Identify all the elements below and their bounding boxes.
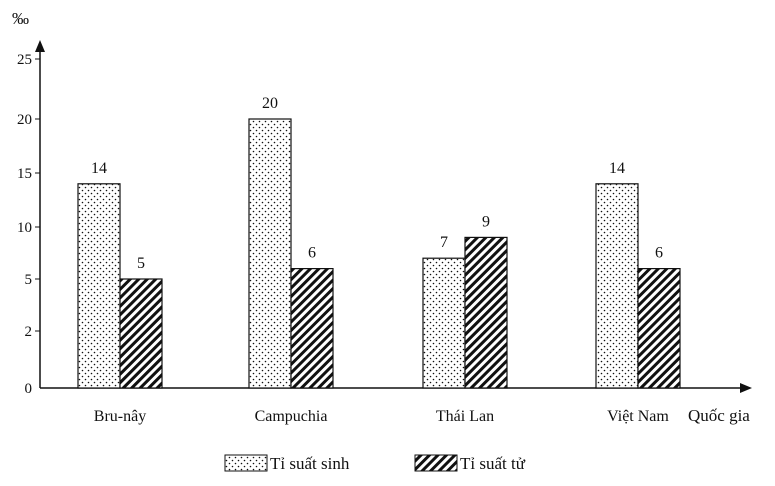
legend-swatch-birth-rate [224, 454, 268, 472]
bar-value-label: 7 [440, 234, 448, 251]
legend-label-birth-rate: Tỉ suất sinh [270, 454, 350, 473]
bar-death-rate [290, 268, 334, 389]
bar-value-label: 6 [655, 245, 663, 262]
bar-death-rate [464, 236, 508, 389]
bar-birth-rate [422, 257, 466, 389]
y-axis-title: ‰ [12, 9, 29, 28]
y-tick-label: 15 [17, 166, 32, 182]
category-label: Việt Nam [607, 408, 669, 425]
bars: 14 5 20 6 7 9 14 6 [77, 95, 681, 389]
x-axis-title: Quốc gia [688, 406, 750, 425]
category-labels: Bru-nây Campuchia Thái Lan Việt Nam [94, 408, 670, 425]
bar-birth-rate [595, 183, 639, 389]
bar-death-rate [119, 278, 163, 389]
y-tick-label: 25 [17, 52, 32, 68]
category-label: Bru-nây [94, 408, 146, 425]
y-tick-label: 0 [25, 381, 33, 397]
legend-swatch-death-rate [414, 454, 458, 472]
bar-value-label: 20 [262, 95, 278, 112]
y-tick-label: 10 [17, 220, 32, 236]
x-axis-arrow [740, 383, 752, 393]
category-label: Thái Lan [436, 408, 494, 425]
bar-birth-rate [248, 118, 292, 389]
y-axis-arrow [35, 40, 45, 52]
legend: Tỉ suất sinh Tỉ suất tử [224, 454, 526, 473]
bar-death-rate [637, 268, 681, 389]
bar-value-label: 6 [308, 245, 316, 262]
bar-birth-rate [77, 183, 121, 389]
bar-value-label: 9 [482, 213, 490, 230]
bar-value-label: 14 [609, 160, 625, 177]
y-tick-label: 2 [25, 324, 33, 340]
category-label: Campuchia [255, 408, 328, 425]
legend-label-death-rate: Tỉ suất tử [460, 454, 526, 473]
bar-value-label: 5 [137, 255, 145, 272]
y-tick-label: 20 [17, 112, 32, 128]
bar-value-label: 14 [91, 160, 107, 177]
y-tick-label: 5 [25, 272, 33, 288]
